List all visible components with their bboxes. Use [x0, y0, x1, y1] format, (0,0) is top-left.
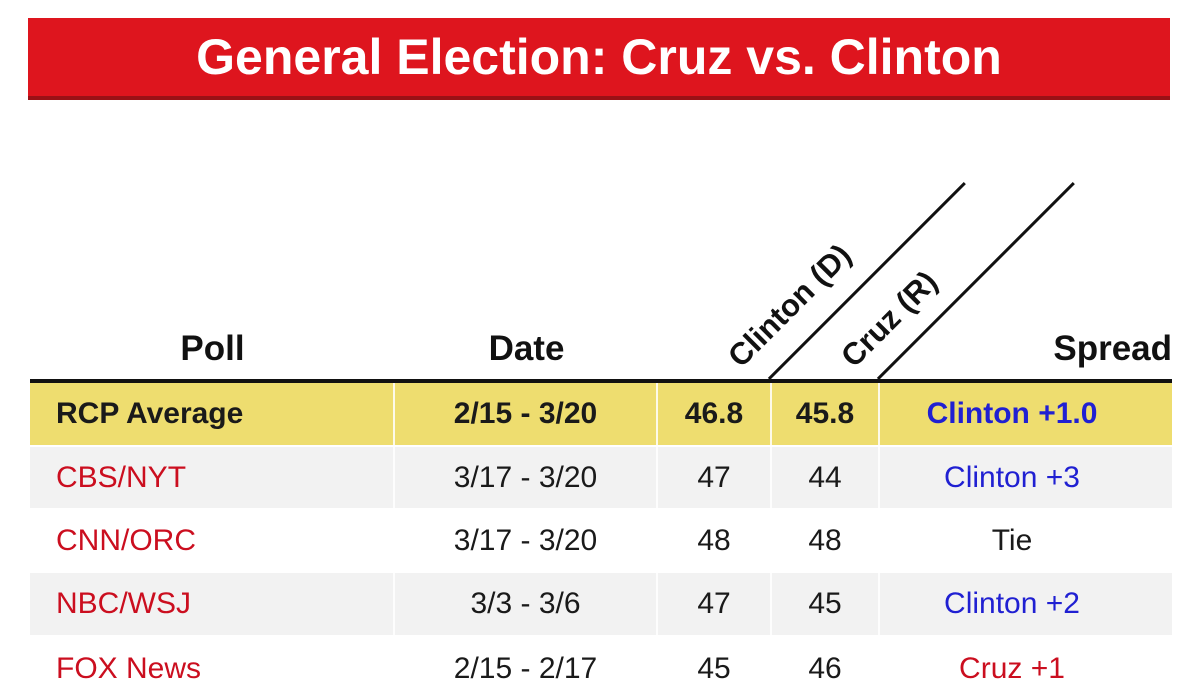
cruz-value: 44: [772, 447, 880, 508]
cruz-value: 48: [772, 510, 880, 571]
header-divider-rule: [30, 379, 1172, 383]
column-header-poll: Poll: [180, 329, 245, 368]
clinton-value: 47: [658, 573, 772, 635]
poll-name-link[interactable]: FOX News: [30, 637, 395, 700]
page-title: General Election: Cruz vs. Clinton: [196, 29, 1002, 85]
poll-date: 3/17 - 3/20: [395, 447, 658, 508]
poll-date: 2/15 - 2/17: [395, 637, 658, 700]
column-header-date: Date: [488, 329, 565, 368]
clinton-value: 47: [658, 447, 772, 508]
poll-name-link[interactable]: CBS/NYT: [30, 447, 395, 508]
spread-value: Cruz +1: [959, 651, 1065, 685]
table-row: NBC/WSJ 3/3 - 3/6 47 45 Clinton +2: [30, 573, 1172, 635]
poll-date: 3/17 - 3/20: [395, 510, 658, 571]
poll-name: RCP Average: [30, 383, 395, 445]
table-row: CBS/NYT 3/17 - 3/20 47 44 Clinton +3: [30, 447, 1172, 508]
table-row: FOX News 2/15 - 2/17 45 46 Cruz +1: [30, 637, 1172, 700]
poll-name-link[interactable]: CNN/ORC: [30, 510, 395, 571]
cruz-value: 45: [772, 573, 880, 635]
cruz-value: 46: [772, 637, 880, 700]
poll-date: 2/15 - 3/20: [395, 383, 658, 445]
spread-value: Clinton +1.0: [926, 397, 1098, 430]
spread-value: Clinton +2: [944, 587, 1080, 620]
spread-value: Clinton +3: [944, 460, 1080, 494]
clinton-value: 45: [658, 637, 772, 700]
cruz-value: 45.8: [772, 383, 880, 445]
clinton-value: 46.8: [658, 383, 772, 445]
poll-name-link[interactable]: NBC/WSJ: [30, 573, 395, 635]
title-banner: General Election: Cruz vs. Clinton: [28, 18, 1170, 100]
clinton-value: 48: [658, 510, 772, 571]
poll-date: 3/3 - 3/6: [395, 573, 658, 635]
table-row-rcp-average: RCP Average 2/15 - 3/20 46.8 45.8 Clinto…: [30, 383, 1172, 445]
spread-value: Tie: [991, 523, 1033, 557]
table-row: CNN/ORC 3/17 - 3/20 48 48 Tie: [30, 510, 1172, 571]
column-header-spread: Spread: [1053, 329, 1172, 368]
